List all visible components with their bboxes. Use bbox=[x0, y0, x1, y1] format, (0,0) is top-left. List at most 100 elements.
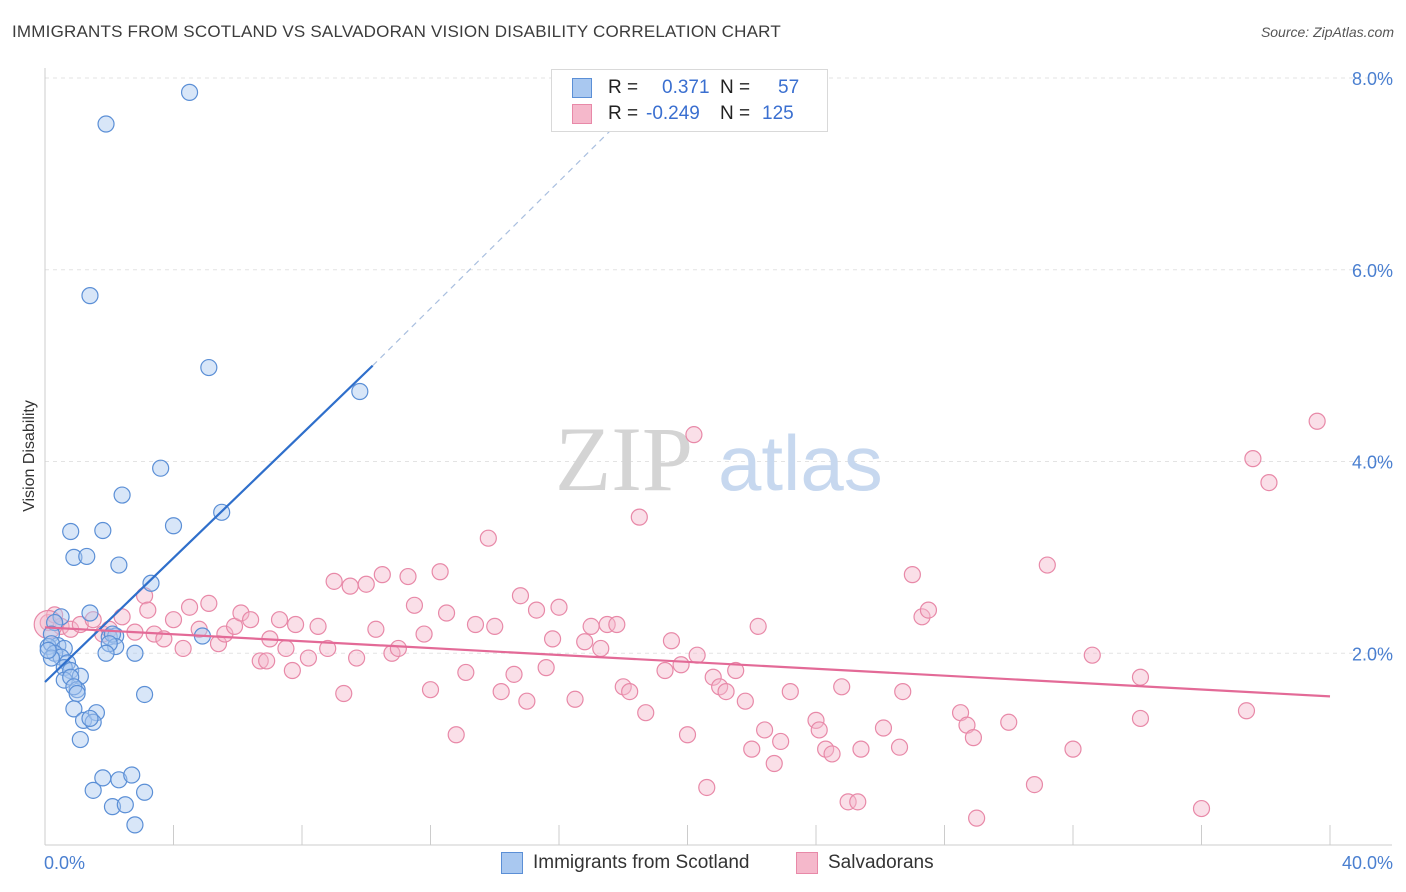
series-legend: Immigrants from Scotland Salvadorans bbox=[0, 852, 1406, 878]
legend-item-scotland: Immigrants from Scotland bbox=[501, 852, 749, 874]
y-tick-label: 8.0% bbox=[1352, 69, 1393, 89]
legend-swatch-blue bbox=[501, 852, 523, 874]
salvadorans-point bbox=[749, 617, 767, 636]
salvadorans-point bbox=[810, 721, 828, 739]
salvadorans-point bbox=[919, 601, 938, 619]
scotland-point bbox=[135, 783, 154, 801]
salvadorans-point bbox=[833, 678, 851, 696]
salvadorans-point bbox=[621, 682, 639, 701]
legend-swatch-pink bbox=[572, 104, 592, 124]
scotland-point bbox=[351, 382, 369, 401]
salvadorans-point bbox=[903, 566, 921, 584]
legend-r-value: -0.249 bbox=[646, 103, 700, 124]
salvadorans-point bbox=[335, 684, 353, 703]
salvadorans-point bbox=[678, 726, 697, 744]
salvadorans-point bbox=[727, 661, 745, 680]
salvadorans-point bbox=[232, 604, 250, 622]
scotland-point bbox=[62, 661, 80, 680]
scotland-point bbox=[135, 685, 154, 704]
salvadorans-point bbox=[698, 778, 716, 797]
salvadorans-point bbox=[852, 740, 870, 758]
salvadorans-point bbox=[325, 572, 343, 590]
scotland-point bbox=[62, 522, 80, 541]
salvadorans-point bbox=[113, 608, 131, 626]
y-tick-label: 4.0% bbox=[1352, 453, 1393, 473]
salvadorans-point bbox=[576, 633, 594, 651]
scotland-point bbox=[39, 641, 57, 659]
salvadorans-point bbox=[807, 711, 825, 729]
salvadorans-point bbox=[894, 682, 912, 701]
salvadorans-point bbox=[357, 575, 375, 593]
salvadorans-point bbox=[415, 625, 433, 643]
salvadorans-point bbox=[874, 719, 893, 737]
salvadorans-point bbox=[755, 721, 774, 739]
salvadorans-point bbox=[242, 611, 260, 629]
legend-label: Immigrants from Scotland bbox=[533, 852, 750, 873]
salvadorans-point bbox=[527, 601, 546, 619]
legend-swatch-pink bbox=[796, 852, 818, 874]
salvadorans-point bbox=[662, 632, 681, 650]
scotland-trend-extension bbox=[372, 101, 640, 367]
scotland-point bbox=[113, 486, 131, 504]
salvadorans-point bbox=[511, 587, 530, 605]
salvadorans-point bbox=[592, 639, 610, 658]
salvadorans-point bbox=[968, 809, 986, 827]
scotland-point bbox=[81, 604, 99, 622]
grid-lines bbox=[45, 77, 1392, 654]
salvadorans-point bbox=[672, 656, 690, 674]
salvadorans-point bbox=[437, 604, 456, 622]
salvadorans-point bbox=[373, 566, 391, 584]
legend-row-salvadorans: R = -0.249 N = 125 bbox=[572, 102, 794, 126]
salvadorans-point bbox=[772, 732, 790, 751]
legend-r-label: R = bbox=[608, 103, 639, 124]
salvadorans-point bbox=[492, 682, 510, 701]
correlation-legend: R = 0.371 N = 57 R = -0.249 N = 125 bbox=[551, 69, 828, 132]
salvadorans-point bbox=[717, 682, 735, 701]
salvadorans-point bbox=[608, 615, 626, 634]
scotland-point bbox=[103, 798, 122, 816]
salvadorans-point bbox=[479, 529, 497, 547]
salvadorans-point bbox=[765, 754, 783, 773]
salvadorans-point bbox=[637, 704, 655, 722]
legend-n-value: 57 bbox=[778, 77, 800, 98]
salvadorans-point bbox=[200, 594, 218, 612]
scotland-point bbox=[116, 796, 134, 814]
legend-item-salvadorans: Salvadorans bbox=[796, 852, 934, 874]
scotland-point bbox=[126, 644, 144, 662]
x-tick-label: 0.0% bbox=[44, 853, 85, 873]
salvadorans-point bbox=[447, 726, 465, 744]
salvadorans-point bbox=[367, 620, 385, 638]
salvadorans-point bbox=[598, 615, 616, 634]
salvadorans-point bbox=[1131, 709, 1150, 728]
scotland-point bbox=[100, 628, 118, 646]
salvadorans-point bbox=[704, 668, 722, 686]
legend-swatch-blue bbox=[572, 78, 592, 98]
salvadorans-point bbox=[505, 665, 523, 683]
y-tick-label: 2.0% bbox=[1352, 644, 1393, 664]
legend-n-label: N = bbox=[720, 103, 751, 124]
salvadorans-point bbox=[486, 617, 504, 636]
salvadorans-point bbox=[283, 661, 301, 680]
watermark-atlas: atlas bbox=[718, 419, 883, 507]
axes bbox=[44, 68, 1392, 846]
salvadorans-point bbox=[566, 690, 584, 708]
salvadorans-point bbox=[319, 639, 337, 658]
scotland-point bbox=[71, 730, 89, 749]
scotland-point bbox=[68, 681, 86, 699]
scotland-point bbox=[110, 556, 128, 574]
salvadorans-point bbox=[286, 615, 305, 634]
salvadorans-point bbox=[743, 740, 761, 758]
salvadorans-point bbox=[1244, 450, 1262, 468]
salvadorans-point bbox=[582, 617, 600, 636]
salvadorans-point bbox=[630, 508, 648, 526]
scotland-point bbox=[200, 358, 218, 377]
salvadorans-point bbox=[849, 793, 867, 811]
salvadorans-point bbox=[781, 682, 799, 701]
chart-title: IMMIGRANTS FROM SCOTLAND VS SALVADORAN V… bbox=[12, 22, 781, 41]
scotland-point bbox=[87, 704, 106, 722]
legend-n-value: 125 bbox=[762, 103, 794, 124]
salvadorans-point bbox=[1192, 799, 1211, 818]
salvadorans-point bbox=[913, 608, 931, 626]
salvadorans-point bbox=[1237, 702, 1256, 720]
